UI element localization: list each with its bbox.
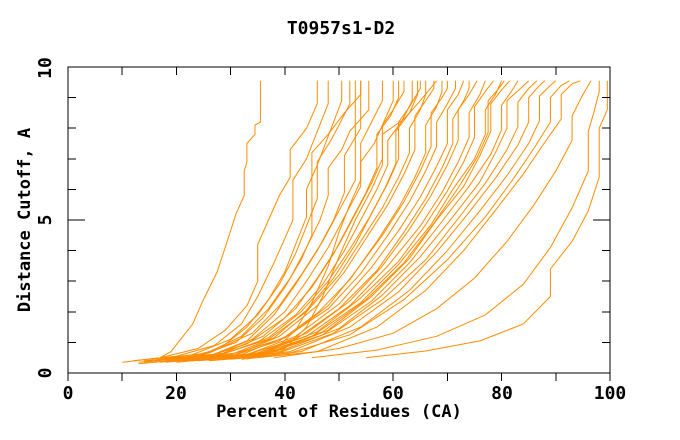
x-tick-label-80: 80 <box>491 383 513 404</box>
model-curve <box>241 80 581 360</box>
model-curve <box>311 80 600 359</box>
model-curve <box>149 80 351 362</box>
model-curve <box>203 80 505 360</box>
x-tick-label-60: 60 <box>382 383 404 404</box>
model-curve <box>192 80 519 362</box>
model-curves-layer <box>122 80 608 365</box>
y-axis-label: Distance Cutoff, A <box>15 128 35 312</box>
model-curve <box>165 80 394 362</box>
model-curve <box>198 80 538 362</box>
y-tick-label-0: 0 <box>35 368 56 379</box>
y-tick-label-5: 5 <box>35 215 56 226</box>
chart-title: T0957s1-D2 <box>287 18 395 39</box>
x-tick-label-100: 100 <box>594 383 627 404</box>
model-curve <box>198 80 478 361</box>
model-curve <box>219 80 546 360</box>
model-curve <box>203 80 494 360</box>
model-curve <box>138 80 400 365</box>
model-curve <box>122 80 318 363</box>
model-curve <box>208 80 511 360</box>
x-tick-label-40: 40 <box>274 383 296 404</box>
model-curve <box>154 80 370 362</box>
model-curve <box>192 80 465 362</box>
model-curve <box>170 80 456 360</box>
model-curve <box>132 80 329 362</box>
axes-frame-layer <box>67 66 611 381</box>
model-curve <box>170 80 405 362</box>
model-curve <box>159 80 261 359</box>
model-curve <box>181 80 435 362</box>
model-curve <box>187 80 448 362</box>
model-curve <box>187 80 503 362</box>
model-curve <box>160 80 427 360</box>
model-curve <box>230 80 557 360</box>
model-curve <box>143 80 419 362</box>
x-axis-label: Percent of Residues (CA) <box>216 402 462 422</box>
model-curve <box>214 80 530 360</box>
model-curve <box>246 80 383 360</box>
model-curve <box>208 80 570 362</box>
model-curve <box>176 80 470 363</box>
model-curve <box>273 80 592 359</box>
x-tick-label-20: 20 <box>165 383 187 404</box>
model-curve <box>366 80 608 359</box>
model-curve <box>149 80 356 360</box>
y-tick-label-10: 10 <box>35 57 56 79</box>
model-curve <box>165 80 443 363</box>
x-tick-label-0: 0 <box>63 383 74 404</box>
